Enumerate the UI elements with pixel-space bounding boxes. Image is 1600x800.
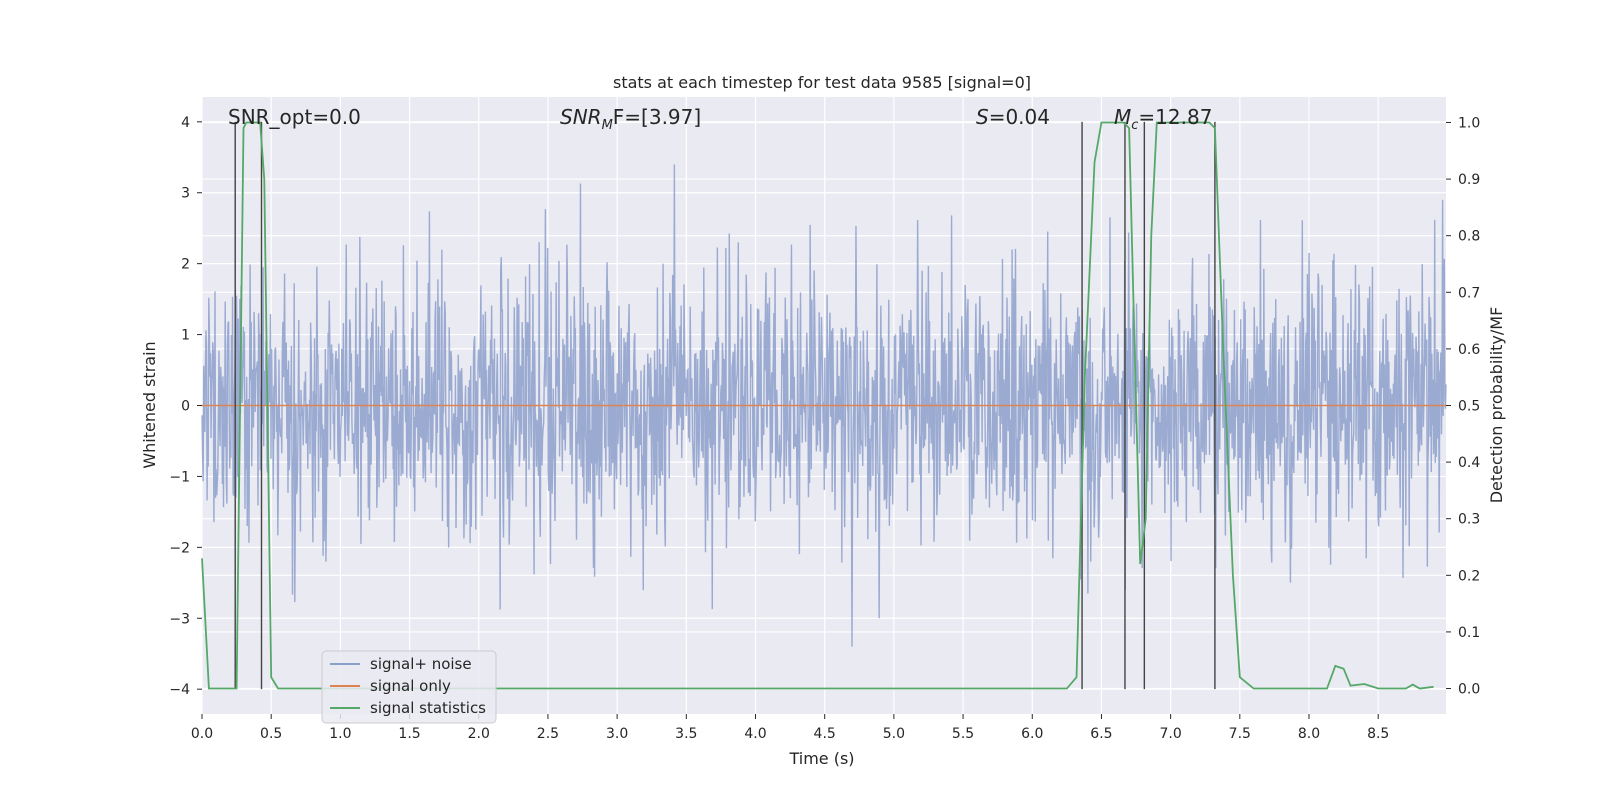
y-left-tick-label-7: −3 [169, 611, 190, 627]
x-tick-label-10: 5.0 [883, 726, 905, 742]
y-left-tick-label-5: −1 [169, 469, 190, 485]
legend: signal+ noise signal only signal statist… [321, 650, 497, 724]
s-symbol: S [976, 105, 989, 129]
mc-symbol: M [1114, 105, 1131, 129]
y-right-tick-label-0: 1.0 [1458, 115, 1480, 131]
x-tick-label-0: 0.0 [191, 726, 213, 742]
y-axis-left-label: Whitened strain [140, 341, 159, 468]
y-left-tick-label-1: 3 [181, 186, 190, 202]
y-left-tick-label-8: −4 [169, 682, 190, 698]
y-right-tick-label-3: 0.7 [1458, 285, 1480, 301]
x-tick-label-5: 2.5 [537, 726, 559, 742]
y-axis-right-label: Detection probability/MF [1487, 307, 1506, 504]
y-left-tick-label-6: −2 [169, 540, 190, 556]
y-right-tick-label-9: 0.1 [1458, 625, 1480, 641]
y-left-tick-label-2: 2 [181, 257, 190, 273]
x-tick-label-4: 2.0 [468, 726, 490, 742]
noise-series [201, 164, 1447, 647]
y-left-tick-label-0: 4 [181, 115, 190, 131]
mc-subscript: c [1131, 118, 1138, 133]
snr-mf-rest: F=[3.97] [613, 105, 701, 129]
x-tick-label-11: 5.5 [952, 726, 974, 742]
y-right-tick-label-10: 0.0 [1458, 682, 1480, 698]
statistics-line [201, 121, 1434, 690]
x-tick-label-13: 6.5 [1090, 726, 1112, 742]
legend-label-signal: signal only [370, 677, 451, 695]
y-right-tick-label-8: 0.2 [1458, 568, 1480, 584]
y-right-tick-label-2: 0.8 [1458, 229, 1480, 245]
y-right-tick-label-7: 0.3 [1458, 512, 1480, 528]
y-left-tick-label-3: 1 [181, 328, 190, 344]
x-tick-label-17: 8.5 [1367, 726, 1389, 742]
x-tick-label-16: 8.0 [1298, 726, 1320, 742]
legend-box [321, 650, 497, 724]
x-tick-label-14: 7.0 [1159, 726, 1181, 742]
x-tick-label-1: 0.5 [260, 726, 282, 742]
y-right-tick-label-1: 0.9 [1458, 172, 1480, 188]
vertical-markers [234, 121, 1216, 690]
y-axis-left-ticks: 4 3 2 1 0 −1 −2 −3 −4 [169, 115, 202, 698]
noise-line [201, 164, 1447, 647]
x-tick-label-2: 1.0 [329, 726, 351, 742]
y-right-tick-label-4: 0.6 [1458, 342, 1480, 358]
legend-label-statistics: signal statistics [370, 699, 486, 717]
y-axis-right-ticks: 1.0 0.9 0.8 0.7 0.6 0.5 0.4 0.3 0.2 0.1 0.0 [1446, 115, 1480, 698]
x-tick-label-9: 4.5 [814, 726, 836, 742]
legend-label-noise: signal+ noise [370, 655, 472, 673]
y-left-tick-label-4: 0 [181, 399, 190, 415]
statistics-series [201, 121, 1434, 690]
mc-value: =12.87 [1138, 105, 1212, 129]
x-axis-ticks: 0.0 0.5 1.0 1.5 2.0 2.5 3.0 3.5 4.0 4.5 5.0 5.5 6.0 6… [191, 714, 1389, 742]
y-right-tick-label-6: 0.4 [1458, 455, 1480, 471]
x-tick-label-12: 6.0 [1021, 726, 1043, 742]
snr-mf-subscript: M [602, 118, 613, 133]
annotation-mc: Mc=12.87 [1114, 105, 1212, 133]
x-tick-label-15: 7.5 [1229, 726, 1251, 742]
x-tick-label-8: 4.0 [744, 726, 766, 742]
annotation-s: S=0.04 [976, 105, 1050, 129]
snr-mf-prefix: SNR [560, 105, 602, 129]
x-axis-label: Time (s) [788, 749, 854, 768]
annotation-snr-mf: SNRMF=[3.97] [560, 105, 701, 133]
x-tick-label-6: 3.0 [606, 726, 628, 742]
x-tick-label-7: 3.5 [675, 726, 697, 742]
chart-title: stats at each timestep for test data 958… [613, 73, 1031, 92]
x-tick-label-3: 1.5 [398, 726, 420, 742]
annotation-snr-opt: SNR_opt=0.0 [228, 105, 361, 129]
y-right-tick-label-5: 0.5 [1458, 399, 1480, 415]
s-value: =0.04 [989, 105, 1050, 129]
